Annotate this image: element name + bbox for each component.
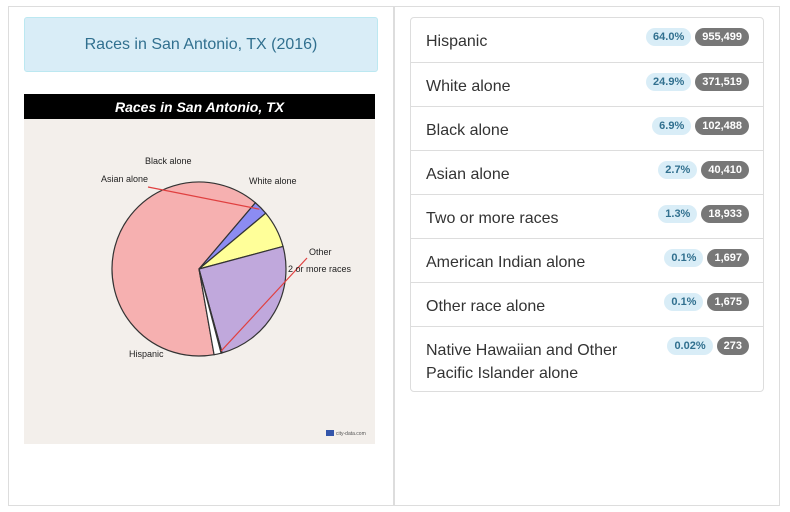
watermark-text: city-data.com (336, 431, 366, 437)
percent-badge: 6.9% (652, 117, 692, 135)
count-badge: 1,697 (707, 249, 749, 267)
pie-slice-white-alone (198, 245, 287, 354)
percent-badge: 64.0% (646, 28, 692, 46)
percent-badge: 24.9% (646, 73, 692, 91)
watermark-icon (326, 430, 334, 436)
left-panel: Races in San Antonio, TX (2016) Races in… (8, 6, 394, 506)
slice-label: 2 or more races (288, 264, 352, 274)
percent-badge: 0.02% (667, 337, 713, 355)
percent-badge: 0.1% (664, 249, 704, 267)
page-title: Races in San Antonio, TX (2016) (24, 17, 378, 72)
leader-line (147, 186, 260, 210)
list-item-label: Black alone (426, 122, 509, 139)
slice-label: Other (309, 247, 332, 257)
count-badge: 273 (716, 337, 749, 355)
chart-title: Races in San Antonio, TX (24, 94, 375, 119)
percent-badge: 0.1% (664, 293, 704, 311)
count-badge: 40,410 (701, 161, 749, 179)
list-item: White alone 24.9% 371,519 (411, 62, 763, 106)
list-item-label: American Indian alone (426, 254, 586, 271)
list-item: Asian alone 2.7% 40,410 (411, 150, 763, 194)
list-item-label: Hispanic (426, 33, 488, 50)
count-badge: 18,933 (701, 205, 749, 223)
count-badge: 371,519 (695, 73, 749, 91)
slice-label: Hispanic (129, 349, 164, 359)
list-item-label: Asian alone (426, 166, 510, 183)
watermark: city-data.com (326, 430, 366, 437)
list-item: Hispanic 64.0% 955,499 (411, 18, 763, 62)
count-badge: 1,675 (707, 293, 749, 311)
list-item-label: Native Hawaiian and Other Pacific Island… (426, 342, 618, 382)
list-item-label: Two or more races (426, 210, 559, 227)
slice-label: Asian alone (101, 174, 148, 184)
pie-slice-hispanic (111, 181, 257, 357)
list-item: Black alone 6.9% 102,488 (411, 106, 763, 150)
slice-label: White alone (249, 176, 297, 186)
list-item: American Indian alone 0.1% 1,697 (411, 238, 763, 282)
list-item-label: White alone (426, 78, 511, 95)
leader-line (220, 257, 308, 352)
percent-badge: 2.7% (658, 161, 698, 179)
count-badge: 102,488 (695, 117, 749, 135)
count-badge: 955,499 (695, 28, 749, 46)
race-list: Hispanic 64.0% 955,499 White alone 24.9% 3… (410, 17, 764, 392)
list-item: Other race alone 0.1% 1,675 (411, 282, 763, 326)
slice-label: Black alone (145, 156, 192, 166)
pie-chart-svg: Hispanic Asian alone Black alone White alon… (101, 156, 366, 437)
pie-slice-2-or-more-races (198, 268, 222, 356)
pie-chart: Races in San Antonio, TX Hispanic Asian a… (24, 94, 375, 444)
list-item: Two or more races 1.3% 18,933 (411, 194, 763, 238)
right-panel: Hispanic 64.0% 955,499 White alone 24.9% 3… (394, 6, 780, 506)
list-item: Native Hawaiian and Other Pacific Island… (411, 326, 763, 391)
list-item-label: Other race alone (426, 298, 546, 315)
percent-badge: 1.3% (658, 205, 698, 223)
